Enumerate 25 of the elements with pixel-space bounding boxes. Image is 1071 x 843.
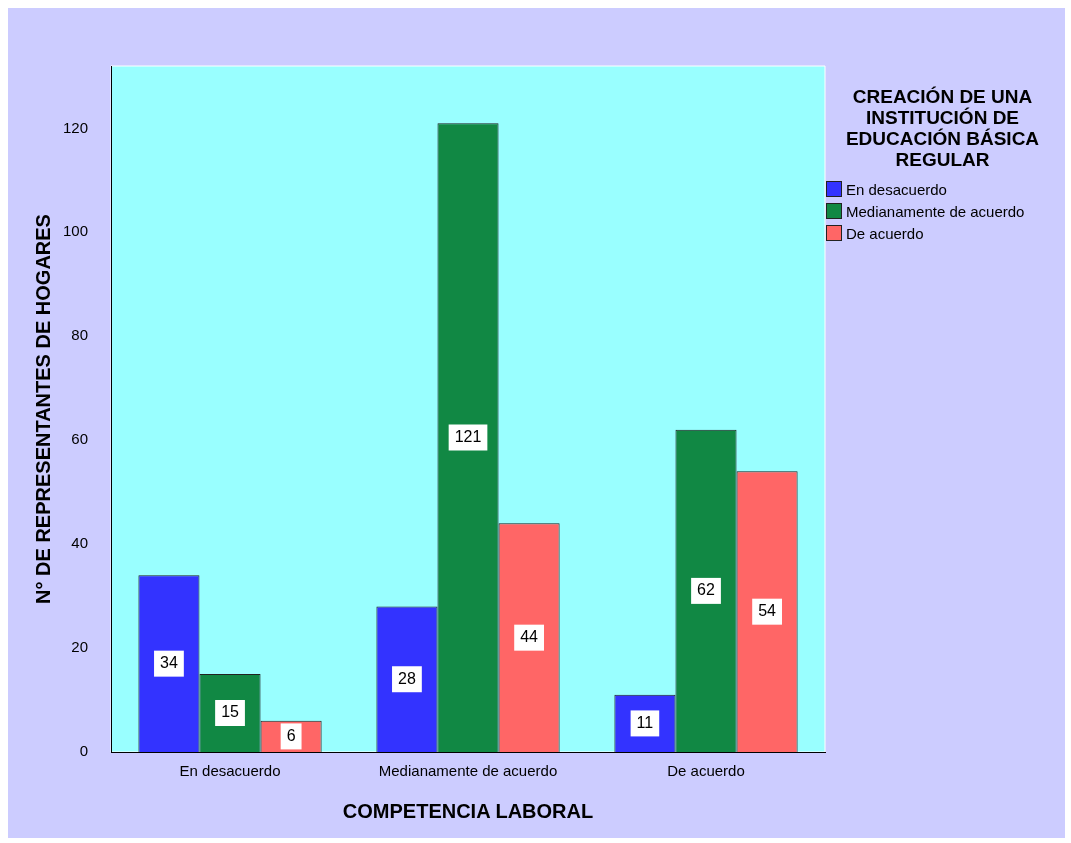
y-tick-label: 80 — [71, 326, 89, 344]
x-axis-title: COMPETENCIA LABORAL — [342, 799, 594, 822]
legend-label: En desacuerdo — [846, 180, 947, 198]
data-label: 28 — [398, 669, 416, 687]
data-label: 54 — [758, 602, 777, 620]
y-tick-label: 100 — [63, 222, 89, 240]
y-tick-label: 120 — [63, 118, 89, 136]
y-tick-label: 20 — [71, 638, 89, 656]
data-label: 34 — [160, 654, 178, 672]
data-label: 15 — [221, 703, 240, 721]
legend-label: Medianamente de acuerdo — [846, 202, 1025, 220]
data-label: 44 — [520, 628, 539, 646]
legend-title: CREACIÓN DE UNA INSTITUCIÓN DE EDUCACIÓN BÁSICA REGULAR — [844, 86, 1041, 170]
y-tick-label: 0 — [79, 742, 89, 760]
y-tick-label: 40 — [71, 534, 89, 552]
x-tick-label: En desacuerdo — [179, 762, 281, 780]
data-label: 6 — [286, 726, 296, 744]
x-tick-label: Medianamente de acuerdo — [378, 762, 558, 780]
x-tick-label: De acuerdo — [667, 762, 745, 780]
data-label: 121 — [454, 427, 482, 445]
data-label: 11 — [636, 713, 654, 731]
data-label: 62 — [697, 581, 715, 599]
y-tick-label: 60 — [71, 430, 89, 448]
y-axis-title: N° DE REPRESENTANTES DE HOGARES — [31, 214, 54, 604]
legend-label: De acuerdo — [846, 224, 924, 242]
